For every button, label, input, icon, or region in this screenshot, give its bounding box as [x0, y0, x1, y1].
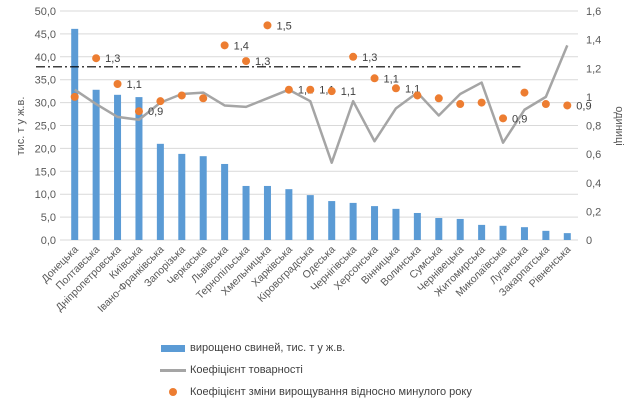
bar-series [71, 28, 571, 241]
left-tick-label: 0,0 [41, 235, 56, 247]
bar [285, 189, 293, 240]
bar [413, 212, 421, 240]
scatter-point [327, 87, 336, 96]
data-label: 1,1 [384, 73, 399, 85]
data-label: 1,3 [105, 53, 120, 65]
data-label: 1,1 [127, 79, 142, 91]
scatter-point [456, 100, 465, 109]
scatter-point [113, 79, 122, 88]
left-axis-title: тис. т у ж.в. [15, 97, 27, 156]
scatter-point [477, 98, 486, 107]
right-tick-label: 1,6 [586, 6, 601, 18]
bar [520, 227, 528, 240]
left-tick-label: 5,0 [41, 212, 56, 224]
bar [328, 201, 336, 240]
scatter-point [391, 84, 400, 93]
scatter-point [434, 94, 443, 103]
bar [114, 94, 122, 241]
data-label: 0,9 [512, 113, 527, 125]
scatter-series: 1,31,10,91,41,31,51,1 1,1 1,11,31,11,10,90… [70, 20, 592, 125]
scatter-point [413, 91, 422, 100]
right-tick-label: 0,2 [586, 206, 601, 218]
bar [435, 218, 443, 240]
scatter-point [134, 107, 143, 116]
right-tick-label: 0 [586, 235, 592, 247]
scatter-point [370, 74, 379, 83]
scatter-point [199, 94, 208, 103]
line-series [74, 44, 569, 164]
left-tick-label: 10,0 [35, 189, 56, 201]
bar [478, 224, 486, 240]
line-path [74, 44, 569, 164]
right-tick-label: 0,6 [586, 149, 601, 161]
data-label: 1,5 [276, 20, 291, 32]
bar [178, 153, 186, 240]
data-label: 1,3 [362, 52, 377, 64]
data-label: 1,4 [234, 40, 249, 52]
legend-item-line: Коефіцієнт товарності [160, 359, 472, 381]
legend-line-swatch [160, 368, 186, 372]
left-tick-label: 25,0 [35, 121, 56, 133]
left-tick-label: 15,0 [35, 166, 56, 178]
right-tick-label: 0,4 [586, 178, 601, 190]
scatter-point [306, 85, 315, 94]
scatter-point [70, 92, 79, 101]
legend-item-dots: Коефіцієнт зміни вирощування відносно ми… [160, 381, 472, 403]
bar [371, 206, 379, 240]
left-tick-label: 35,0 [35, 75, 56, 87]
data-label: 1,1 [341, 86, 356, 98]
bar [349, 202, 357, 240]
bar [92, 89, 100, 240]
data-label: 1,3 [255, 56, 270, 68]
bar [542, 230, 550, 240]
left-tick-label: 30,0 [35, 98, 56, 110]
legend-dot-swatch [169, 388, 177, 396]
right-tick-label: 1 [586, 92, 592, 104]
category-labels: ДонецькаПолтавськаДніпропетровськаКиївсь… [39, 244, 573, 315]
left-tick-label: 20,0 [35, 143, 56, 155]
bar [242, 185, 250, 240]
bar [306, 195, 314, 240]
legend-label-line: Коефіцієнт товарності [190, 364, 303, 376]
data-label: 0,9 [576, 100, 591, 112]
data-label: 0,9 [148, 106, 163, 118]
left-tick-label: 50,0 [35, 6, 56, 18]
legend-bar-swatch [161, 344, 185, 352]
bar [456, 218, 464, 240]
scatter-point [177, 91, 186, 100]
bar [135, 97, 143, 240]
legend: вирощено свиней, тис. т у ж.в. Коефіцієн… [160, 337, 472, 403]
bar [563, 233, 571, 240]
right-axis-title: одиниці [613, 106, 625, 145]
scatter-point [220, 41, 229, 50]
legend-label-bars: вирощено свиней, тис. т у ж.в. [190, 342, 346, 354]
scatter-point [92, 54, 101, 63]
scatter-point [520, 88, 529, 97]
scatter-point [156, 97, 165, 106]
scatter-point [499, 114, 508, 123]
scatter-point [242, 57, 251, 66]
right-tick-label: 0,8 [586, 121, 601, 133]
left-tick-label: 40,0 [35, 52, 56, 64]
bar [199, 156, 207, 240]
scatter-point [541, 100, 550, 109]
bar [221, 163, 229, 240]
legend-item-bars: вирощено свиней, тис. т у ж.в. [160, 337, 472, 359]
scatter-point [349, 52, 358, 61]
right-tick-label: 1,2 [586, 63, 601, 75]
left-tick-label: 45,0 [35, 29, 56, 41]
left-axis-ticks: 0,0 5,0 10,0 15,0 20,0 25,0 30,0 35,0 40,0 45,0 50… [35, 6, 56, 247]
bar [156, 143, 164, 240]
bar [392, 208, 400, 240]
scatter-point [263, 21, 272, 30]
scatter-point [563, 101, 572, 110]
legend-label-dots: Коефіцієнт зміни вирощування відносно ми… [190, 386, 472, 398]
right-axis-ticks: 0 0,2 0,4 0,6 0,8 1 1,2 1,4 1,6 [586, 6, 601, 247]
bar [71, 28, 79, 240]
right-tick-label: 1,4 [586, 35, 601, 47]
bar [499, 225, 507, 240]
scatter-point [284, 85, 293, 94]
bar [263, 185, 271, 240]
